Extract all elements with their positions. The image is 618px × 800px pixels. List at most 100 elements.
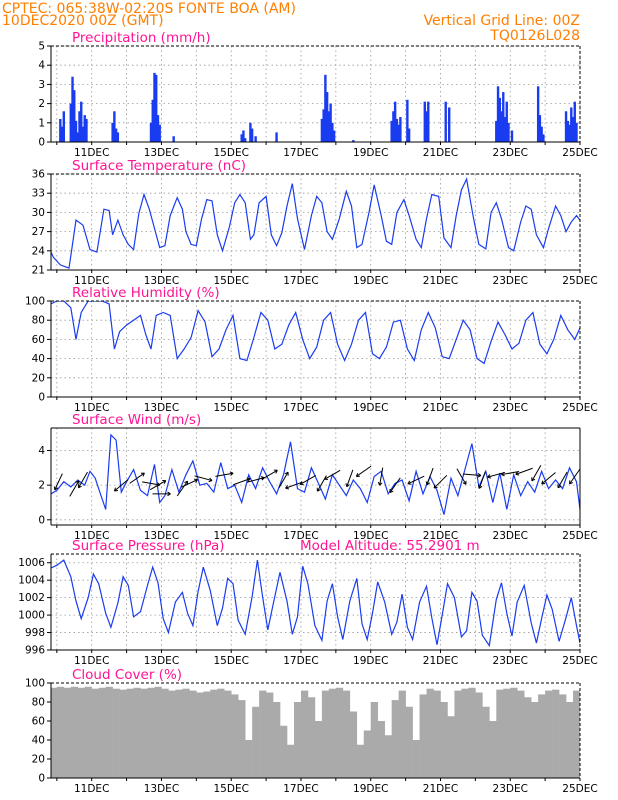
series-temperature <box>51 177 580 269</box>
cloud-bar <box>293 702 302 778</box>
x-tick-label: 19DEC <box>353 783 388 795</box>
precip-bar <box>116 132 120 142</box>
x-tick-label: 21DEC <box>423 530 458 542</box>
precip-bar <box>393 101 397 142</box>
cloud-bar <box>56 686 65 778</box>
y-tick-label: 100 <box>25 678 45 690</box>
precip-bar <box>395 118 399 142</box>
panels: Precipitation (mm/h) 0 1 2 3 4 5 11DEC 13DEC 15DE… <box>18 30 597 795</box>
precip-bar <box>352 140 355 142</box>
precip-bar <box>498 97 501 142</box>
x-tick-label: 11DEC <box>74 275 109 287</box>
cloud-bar <box>426 688 434 778</box>
precip-bar <box>59 118 62 142</box>
precip-bar <box>573 101 576 142</box>
wind-arrow-icon <box>77 471 88 489</box>
wind-arrow-icon <box>487 471 506 479</box>
line-wind <box>51 433 580 515</box>
wind-arrow-icon <box>299 475 316 486</box>
precip-bar <box>327 111 331 142</box>
cloud-bar <box>259 690 267 778</box>
cloud-bar <box>454 690 462 778</box>
wind-arrow-icon <box>233 477 251 486</box>
precip-bar <box>407 128 411 142</box>
x-tick-label: 25DEC <box>562 147 597 159</box>
precip-bar <box>275 132 278 142</box>
y-tick-label: 33 <box>32 188 45 200</box>
panel-pressure: Surface Pressure (hPa) Model Altitude: 55… <box>18 538 597 667</box>
cloud-bar <box>147 687 155 778</box>
precip-bar <box>78 111 81 142</box>
y-tick-label: 0 <box>38 137 45 149</box>
wind-arrow-icon <box>425 467 434 486</box>
y-tick-label: 20 <box>32 754 45 766</box>
cloud-bar <box>419 694 427 778</box>
precip-bar <box>83 115 86 142</box>
x-tick-label: 17DEC <box>283 530 318 542</box>
cloud-bar <box>370 702 379 778</box>
cloud-bar <box>349 711 358 778</box>
x-tick-label: 11DEC <box>74 147 109 159</box>
y-tick-label: 1 <box>38 117 45 129</box>
wind-arrow-icon <box>433 474 448 489</box>
x-tick-label: 23DEC <box>493 530 528 542</box>
precip-bar <box>151 99 154 142</box>
x-tick-label: 23DEC <box>493 402 528 414</box>
cloud-bar <box>154 686 162 778</box>
wind-arrow-icon <box>53 473 63 491</box>
x-tick-label: 13DEC <box>144 402 179 414</box>
y-tick-label: 2 <box>38 480 45 492</box>
precip-bar <box>249 122 252 142</box>
wind-arrow-icon <box>355 465 372 477</box>
precip-bar <box>500 111 503 142</box>
precip-bar <box>503 117 507 142</box>
series-pressure <box>51 559 580 648</box>
wind-arrow-icon <box>462 473 482 478</box>
precip-bar <box>254 136 257 142</box>
x-tick-label: 13DEC <box>144 530 179 542</box>
cloud-bar <box>510 687 518 778</box>
header: CPTEC: 065:38W-02:20S FONTE BOA (AM) 10D… <box>2 1 580 44</box>
precip-bar <box>505 101 508 142</box>
header-location: CPTEC: 065:38W-02:20S FONTE BOA (AM) <box>2 1 296 17</box>
cloud-bar <box>391 700 399 778</box>
x-tick-label: 25DEC <box>562 402 597 414</box>
precip-bar <box>575 122 578 142</box>
wind-arrow-icon <box>377 467 384 486</box>
precip-bar <box>571 117 575 142</box>
panel-title-cloud: Cloud Cover (%) <box>72 667 182 683</box>
x-tick-label: 19DEC <box>353 402 388 414</box>
x-tick-label: 11DEC <box>74 402 109 414</box>
cloud-bar <box>273 702 281 778</box>
precip-bar <box>322 109 325 142</box>
cloud-bar <box>287 744 295 778</box>
line-temperature <box>51 177 580 269</box>
wind-arrow-icon <box>345 469 354 488</box>
cloud-bar <box>91 688 99 778</box>
x-tick-label: 11DEC <box>74 530 109 542</box>
precip-bar <box>242 130 245 142</box>
cloud-bar <box>531 702 539 778</box>
precip-bar <box>495 120 498 142</box>
cloud-bar <box>538 694 546 778</box>
cloud-bar <box>503 688 511 778</box>
x-tick-label: 19DEC <box>353 147 388 159</box>
y-tick-label: 996 <box>25 645 45 657</box>
precip-bar <box>496 86 500 142</box>
cloud-bar <box>314 721 323 778</box>
x-tick-label: 19DEC <box>353 655 388 667</box>
precip-bar <box>329 103 332 142</box>
cloud-bar <box>231 694 239 778</box>
panel-title-pressure: Surface Pressure (hPa) <box>72 538 225 554</box>
precip-bar <box>172 136 175 142</box>
x-tick-label: 17DEC <box>283 402 318 414</box>
y-tick-label: 21 <box>32 265 45 277</box>
precip-bar <box>425 111 428 142</box>
cloud-bar <box>126 688 134 778</box>
y-tick-label: 3 <box>38 79 45 91</box>
precip-bar <box>69 103 72 142</box>
wind-arrow-icon <box>194 475 213 483</box>
precip-bar <box>73 90 76 142</box>
cloud-bar <box>524 697 532 778</box>
cloud-bar <box>112 688 120 778</box>
